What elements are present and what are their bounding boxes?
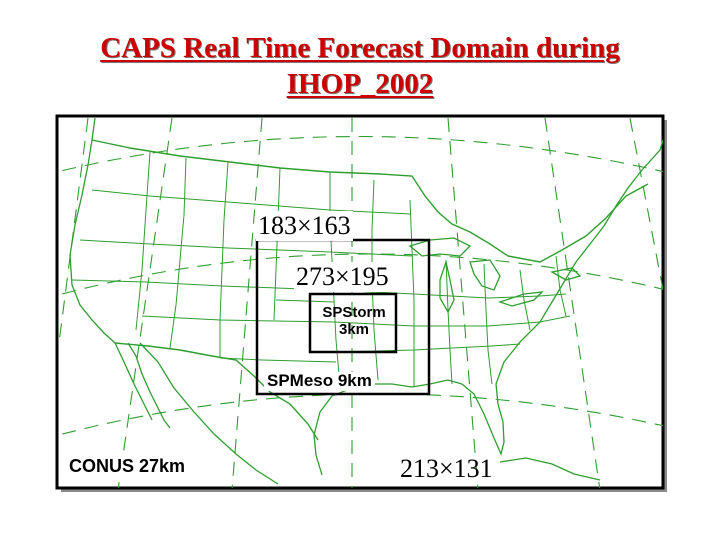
international-borders [91, 139, 649, 441]
title-line-1: CAPS Real Time Forecast Domain during [100, 32, 620, 64]
slide-title: CAPS Real Time Forecast Domain during IH… [0, 30, 720, 102]
spstorm-domain-label: SPStorm 3km [312, 304, 396, 338]
great-lakes [408, 237, 582, 314]
title-line-2: IHOP_2002 [286, 68, 434, 100]
spstorm-domain-box [308, 292, 398, 354]
spmeso-domain-label: SPMeso 9km [264, 371, 375, 391]
spstorm-label-line-1: SPStorm [322, 304, 386, 321]
spstorm-grid-label: 273×195 [294, 262, 391, 292]
conus-grid-label: 213×131 [400, 454, 493, 483]
spstorm-label-line-2: 3km [338, 320, 370, 338]
conus-domain-label: CONUS 27km [66, 456, 189, 477]
spmeso-grid-label: 183×163 [256, 211, 353, 241]
map-frame [55, 114, 665, 490]
